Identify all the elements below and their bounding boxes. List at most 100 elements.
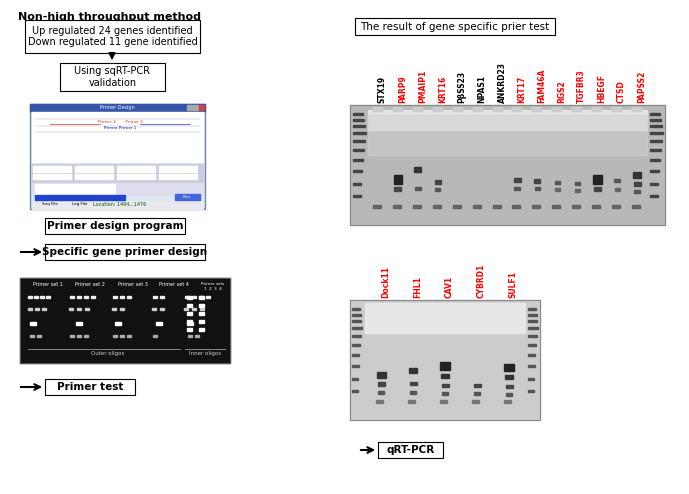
Bar [473,205,481,207]
Bar [414,167,421,172]
Bar [199,312,204,315]
Bar [33,166,71,172]
Bar [192,308,196,310]
Bar [32,112,203,162]
Bar [373,205,381,207]
Bar [533,205,540,207]
Bar [187,304,192,306]
Text: Primer Primer 1: Primer Primer 1 [104,126,136,130]
Text: Outer oligos: Outer oligos [92,351,125,356]
Bar [115,322,121,325]
Bar [435,180,441,184]
Bar [42,308,46,310]
Bar [473,107,482,112]
Bar [188,335,192,336]
Bar [160,308,164,310]
Bar [433,205,441,207]
Bar [376,400,383,403]
Text: Primer 1        Primer 2: Primer 1 Primer 2 [98,120,143,124]
Bar [117,166,155,172]
Bar [615,188,619,191]
Bar [352,365,359,367]
Bar [28,296,32,297]
Bar [594,187,601,191]
Bar [353,119,364,121]
Bar [493,205,500,207]
Bar [592,205,600,207]
Bar [493,107,502,112]
Bar [184,308,188,310]
Bar [40,296,44,297]
Bar [632,107,642,112]
Bar [409,368,417,373]
Bar [185,296,189,297]
FancyBboxPatch shape [45,218,185,234]
Bar [120,335,124,336]
Text: RGS2: RGS2 [557,80,566,103]
Bar [32,164,203,182]
Bar [69,308,73,310]
Bar [353,149,364,151]
Bar [378,391,384,394]
FancyBboxPatch shape [378,442,443,458]
Bar [352,320,361,322]
Bar [153,335,157,336]
Bar [70,335,74,336]
Bar [30,322,36,325]
Bar [34,296,38,297]
Bar [433,107,443,112]
Bar [75,174,113,179]
Bar [505,375,513,379]
Text: Location: 1494...1476: Location: 1494...1476 [94,202,147,206]
Text: PARP9: PARP9 [398,75,407,103]
Bar [504,400,511,403]
Bar [528,390,534,392]
Bar [35,188,115,191]
Bar [352,308,360,310]
Bar [37,335,41,336]
Bar [442,392,448,395]
Bar [415,187,421,190]
Bar [200,308,204,310]
Bar [368,115,647,155]
Text: The result of gene specific prier test: The result of gene specific prier test [360,22,550,32]
Bar [199,304,204,306]
Bar [353,183,361,185]
Bar [30,335,34,336]
Text: FAM46A: FAM46A [537,69,546,103]
Bar [440,400,447,403]
FancyBboxPatch shape [45,379,135,395]
Text: FHL1: FHL1 [413,276,422,298]
Bar [575,182,579,185]
Text: Primer set 4: Primer set 4 [159,282,189,287]
Bar [650,125,662,127]
Bar [199,328,204,330]
Bar [152,308,156,310]
Bar [84,296,88,297]
Bar [77,335,81,336]
Bar [650,170,659,172]
Bar [506,393,512,396]
Bar [113,296,117,297]
Bar [528,354,535,356]
Bar [35,195,125,200]
Bar [353,159,363,161]
Bar [199,296,204,298]
Bar [85,308,89,310]
Bar [506,385,513,388]
Bar [514,178,521,182]
Bar [199,296,203,297]
Bar [573,107,582,112]
Bar [159,166,197,172]
Text: Primer set 3: Primer set 3 [118,282,148,287]
Text: CYBRD1: CYBRD1 [477,264,486,298]
Bar [35,192,115,195]
Bar [120,296,124,297]
FancyBboxPatch shape [355,18,555,35]
Text: Seq File: Seq File [42,202,58,206]
Bar [575,189,579,192]
Bar [187,320,192,323]
Bar [127,335,131,336]
Bar [633,172,641,178]
Text: Using sqRT-PCR
validation: Using sqRT-PCR validation [74,66,150,88]
